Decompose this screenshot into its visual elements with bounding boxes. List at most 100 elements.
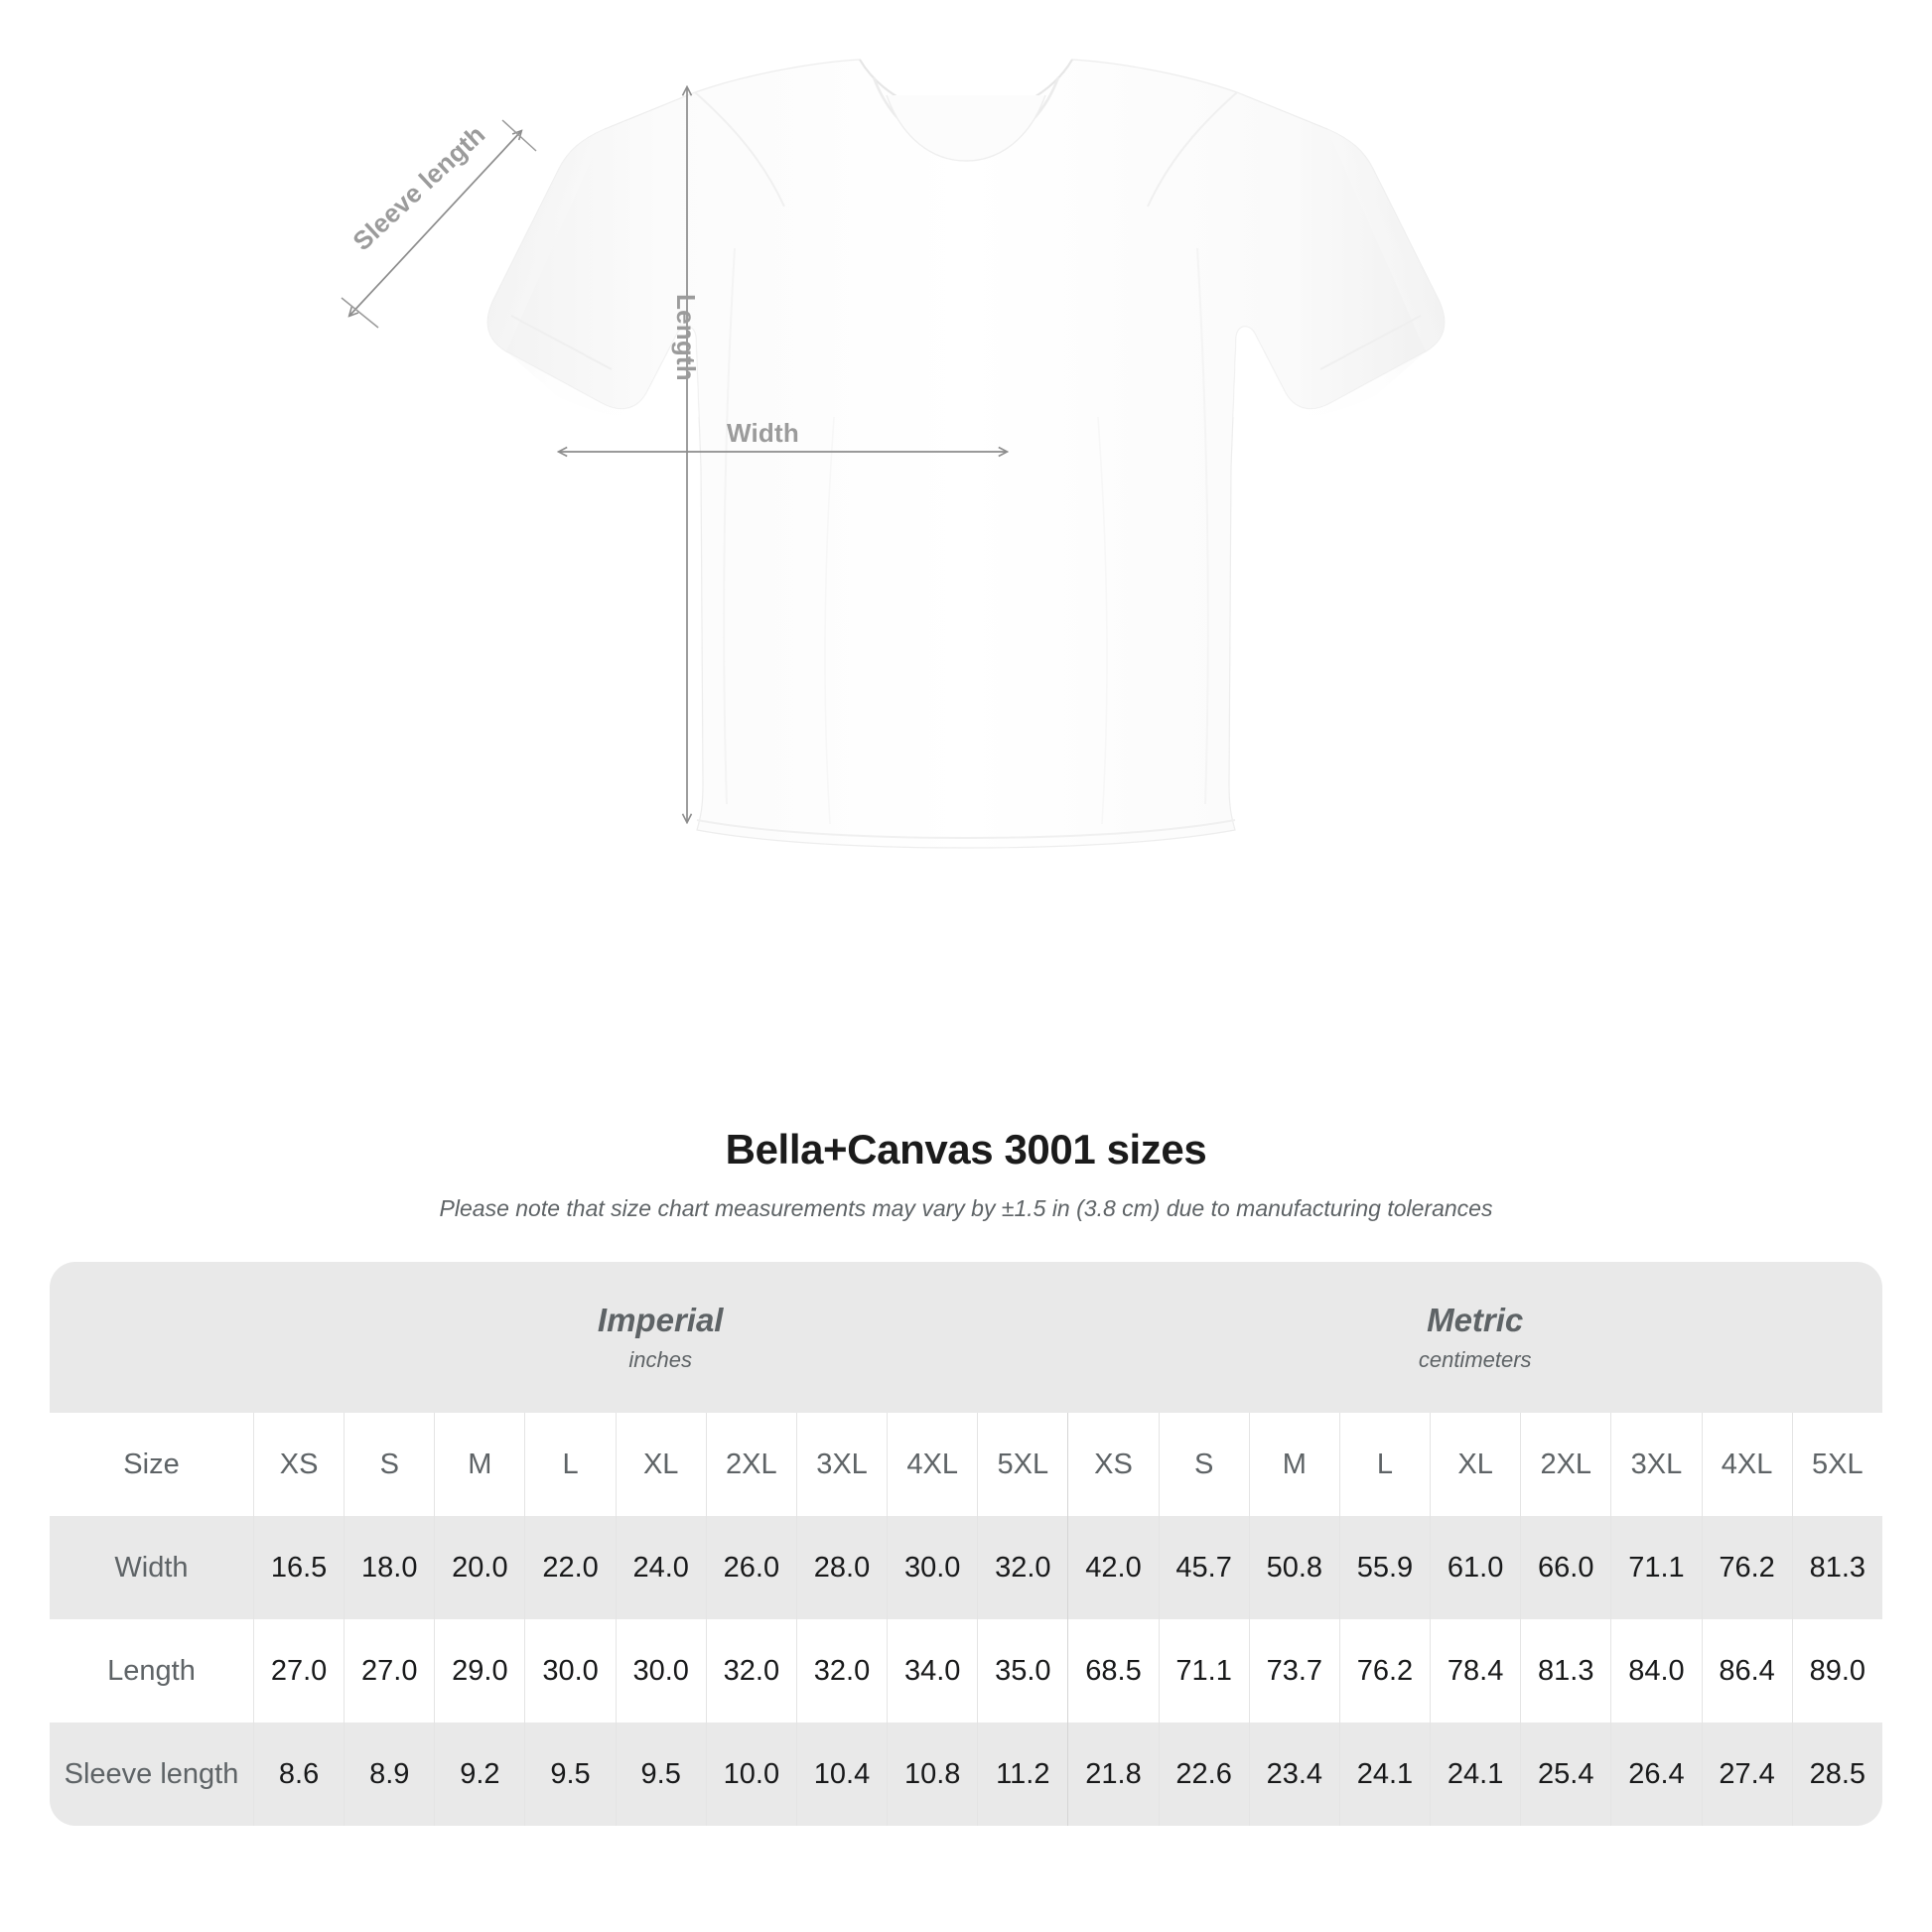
cell-sleeve-length-imperial-2xl: 10.0	[705, 1723, 796, 1826]
size-header-imperial-xs: XS	[253, 1413, 345, 1516]
row-header-length: Length	[50, 1619, 253, 1723]
cell-length-imperial-l: 30.0	[524, 1619, 616, 1723]
cell-width-imperial-4xl: 30.0	[887, 1516, 978, 1619]
size-header-metric-4xl: 4XL	[1701, 1413, 1792, 1516]
size-header-metric-3xl: 3XL	[1610, 1413, 1702, 1516]
cell-width-imperial-3xl: 28.0	[795, 1516, 888, 1619]
page-subtitle: Please note that size chart measurements…	[439, 1195, 1493, 1221]
size-header-metric-s: S	[1158, 1413, 1249, 1516]
size-header-row: Size XS S M L XL 2XL 3XL 4XL 5XL XS S M L XL 2XL 3XL 4XL 5…	[50, 1413, 1882, 1516]
sleeve-length-arrow	[349, 131, 521, 316]
cell-length-metric-m: 73.7	[1248, 1619, 1339, 1723]
size-header-metric-xs: XS	[1067, 1413, 1159, 1516]
cell-length-imperial-xs: 27.0	[253, 1619, 345, 1723]
cell-sleeve-length-metric-s: 22.6	[1158, 1723, 1249, 1826]
row-header-size: Size	[50, 1413, 253, 1516]
tshirt-diagram: Sleeve length Length Width	[341, 59, 1446, 849]
unit-group-metric: Metric centimeters	[1067, 1262, 1882, 1413]
size-header-metric-xl: XL	[1430, 1413, 1521, 1516]
cell-width-metric-3xl: 71.1	[1610, 1516, 1702, 1619]
size-header-imperial-xl: XL	[615, 1413, 706, 1516]
size-header-imperial-m: M	[434, 1413, 525, 1516]
size-chart-table-wrapper: Imperial inches Metric centimeters Size XS S M L…	[50, 1262, 1882, 1826]
cell-length-metric-2xl: 81.3	[1520, 1619, 1611, 1723]
cell-length-imperial-2xl: 32.0	[705, 1619, 796, 1723]
cell-sleeve-length-metric-2xl: 25.4	[1520, 1723, 1611, 1826]
cell-width-imperial-l: 22.0	[524, 1516, 616, 1619]
unit-group-imperial: Imperial inches	[253, 1262, 1068, 1413]
size-header-imperial-l: L	[524, 1413, 616, 1516]
cell-sleeve-length-imperial-4xl: 10.8	[887, 1723, 978, 1826]
size-header-metric-m: M	[1248, 1413, 1339, 1516]
size-chart-table: Imperial inches Metric centimeters Size XS S M L…	[50, 1262, 1882, 1826]
unit-group-subtitle: inches	[628, 1346, 692, 1372]
cell-sleeve-length-metric-xl: 24.1	[1430, 1723, 1521, 1826]
cell-sleeve-length-metric-3xl: 26.4	[1610, 1723, 1702, 1826]
unit-group-subtitle: centimeters	[1418, 1346, 1532, 1372]
cell-width-metric-m: 50.8	[1248, 1516, 1339, 1619]
cell-length-metric-s: 71.1	[1158, 1619, 1249, 1723]
cell-length-imperial-4xl: 34.0	[887, 1619, 978, 1723]
table-row: Sleeve length 8.6 8.9 9.2 9.5 9.5 10.0 10.4 10.8…	[50, 1723, 1882, 1826]
row-header-sleeve-length: Sleeve length	[50, 1723, 253, 1826]
unit-header-spacer	[50, 1262, 253, 1413]
cell-length-metric-xs: 68.5	[1067, 1619, 1159, 1723]
cell-length-imperial-xl: 30.0	[615, 1619, 706, 1723]
cell-sleeve-length-imperial-5xl: 11.2	[977, 1723, 1068, 1826]
page-title: Bella+Canvas 3001 sizes	[725, 1126, 1207, 1173]
cell-length-imperial-3xl: 32.0	[795, 1619, 888, 1723]
row-header-width: Width	[50, 1516, 253, 1619]
size-header-imperial-5xl: 5XL	[977, 1413, 1068, 1516]
cell-width-imperial-2xl: 26.0	[705, 1516, 796, 1619]
size-header-imperial-s: S	[344, 1413, 435, 1516]
cell-sleeve-length-imperial-xl: 9.5	[615, 1723, 706, 1826]
length-label: Length	[671, 294, 701, 381]
cell-width-imperial-5xl: 32.0	[977, 1516, 1068, 1619]
unit-group-name: Imperial	[597, 1302, 724, 1339]
cell-length-metric-5xl: 89.0	[1791, 1619, 1882, 1723]
cell-width-imperial-m: 20.0	[434, 1516, 525, 1619]
cell-length-metric-3xl: 84.0	[1610, 1619, 1702, 1723]
cell-length-imperial-s: 27.0	[344, 1619, 435, 1723]
cell-width-metric-2xl: 66.0	[1520, 1516, 1611, 1619]
cell-sleeve-length-imperial-s: 8.9	[344, 1723, 435, 1826]
cell-width-metric-xl: 61.0	[1430, 1516, 1521, 1619]
cell-sleeve-length-imperial-3xl: 10.4	[795, 1723, 888, 1826]
size-header-imperial-4xl: 4XL	[887, 1413, 978, 1516]
cell-length-metric-4xl: 86.4	[1701, 1619, 1792, 1723]
cell-sleeve-length-metric-5xl: 28.5	[1791, 1723, 1882, 1826]
cell-width-metric-5xl: 81.3	[1791, 1516, 1882, 1619]
title-block: Bella+Canvas 3001 sizes Please note that…	[0, 1126, 1932, 1222]
cell-sleeve-length-metric-l: 24.1	[1338, 1723, 1431, 1826]
cell-sleeve-length-imperial-l: 9.5	[524, 1723, 616, 1826]
size-header-metric-2xl: 2XL	[1520, 1413, 1611, 1516]
table-row: Length 27.0 27.0 29.0 30.0 30.0 32.0 32.0 34.0 35…	[50, 1619, 1882, 1723]
unit-header-row: Imperial inches Metric centimeters	[50, 1262, 1882, 1413]
size-header-metric-5xl: 5XL	[1791, 1413, 1882, 1516]
cell-length-imperial-5xl: 35.0	[977, 1619, 1068, 1723]
size-header-imperial-2xl: 2XL	[705, 1413, 796, 1516]
cell-width-metric-4xl: 76.2	[1701, 1516, 1792, 1619]
cell-length-metric-l: 76.2	[1338, 1619, 1431, 1723]
cell-sleeve-length-imperial-xs: 8.6	[253, 1723, 345, 1826]
cell-sleeve-length-metric-xs: 21.8	[1067, 1723, 1159, 1826]
width-label: Width	[727, 418, 799, 448]
size-header-imperial-3xl: 3XL	[795, 1413, 888, 1516]
cell-sleeve-length-metric-4xl: 27.4	[1701, 1723, 1792, 1826]
cell-length-imperial-m: 29.0	[434, 1619, 525, 1723]
size-header-metric-l: L	[1338, 1413, 1431, 1516]
cell-width-metric-l: 55.9	[1338, 1516, 1431, 1619]
cell-width-metric-s: 45.7	[1158, 1516, 1249, 1619]
cell-width-metric-xs: 42.0	[1067, 1516, 1159, 1619]
cell-length-metric-xl: 78.4	[1430, 1619, 1521, 1723]
cell-width-imperial-s: 18.0	[344, 1516, 435, 1619]
cell-sleeve-length-metric-m: 23.4	[1248, 1723, 1339, 1826]
measurement-arrows	[341, 87, 1007, 822]
tshirt-body	[486, 59, 1446, 849]
unit-group-name: Metric	[1427, 1302, 1524, 1339]
cell-width-imperial-xs: 16.5	[253, 1516, 345, 1619]
cell-width-imperial-xl: 24.0	[615, 1516, 706, 1619]
tshirt-illustration	[341, 59, 1446, 849]
table-row: Width 16.5 18.0 20.0 22.0 24.0 26.0 28.0 30.0 32.…	[50, 1516, 1882, 1619]
cell-sleeve-length-imperial-m: 9.2	[434, 1723, 525, 1826]
